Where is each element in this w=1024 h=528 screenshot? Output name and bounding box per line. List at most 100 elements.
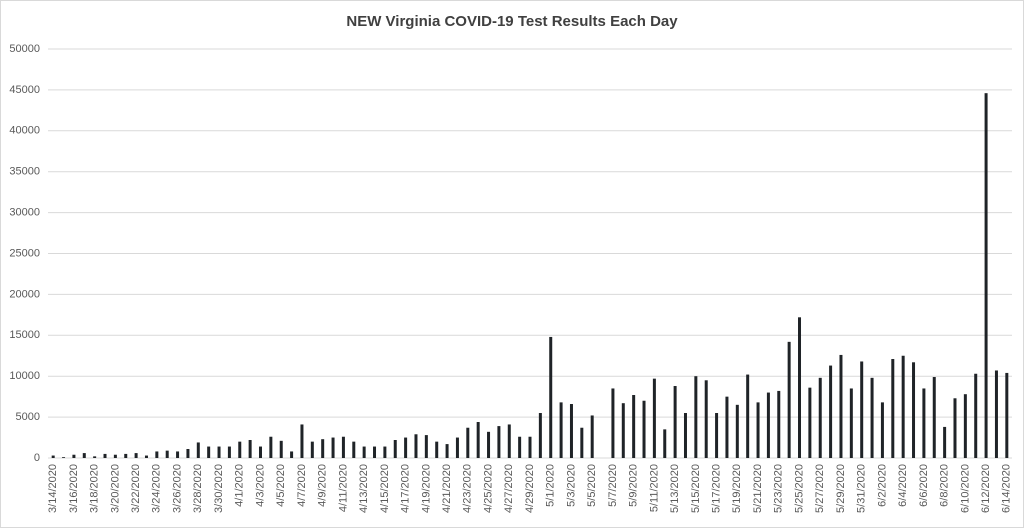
bar [912, 362, 916, 458]
bar [331, 437, 335, 458]
bar [683, 413, 687, 458]
bar [880, 402, 884, 458]
bar [818, 377, 822, 458]
x-tick-label: 4/27/2020 [503, 464, 515, 513]
bar [849, 388, 853, 458]
y-tick-label: 30000 [9, 207, 40, 219]
bar [476, 422, 480, 458]
x-tick-label: 4/5/2020 [275, 464, 287, 507]
bar [901, 355, 905, 458]
bar [310, 441, 314, 458]
y-tick-label: 0 [34, 452, 40, 464]
bar [51, 455, 55, 458]
bar [362, 446, 366, 458]
bar [611, 388, 615, 458]
bar [134, 453, 138, 458]
x-tick-label: 3/18/2020 [89, 464, 101, 513]
x-tick-label: 5/17/2020 [710, 464, 722, 513]
x-tick-label: 4/15/2020 [379, 464, 391, 513]
x-tick-label: 4/7/2020 [296, 464, 308, 507]
bar [497, 426, 501, 458]
bar [279, 440, 283, 458]
bar [404, 437, 408, 458]
x-tick-label: 4/17/2020 [400, 464, 412, 513]
bar [694, 376, 698, 458]
x-tick-label: 4/9/2020 [317, 464, 329, 507]
bar [196, 442, 200, 458]
bar [258, 446, 262, 458]
bar [891, 359, 895, 458]
x-tick-label: 4/1/2020 [234, 464, 246, 507]
bar [922, 388, 926, 458]
bar [518, 436, 522, 458]
x-tick-label: 5/1/2020 [545, 464, 557, 507]
x-tick-label: 4/13/2020 [358, 464, 370, 513]
bar [860, 361, 864, 458]
bar [766, 392, 770, 458]
x-tick-label: 5/13/2020 [669, 464, 681, 513]
bar [290, 451, 294, 458]
bar [383, 446, 387, 458]
y-tick-label: 10000 [9, 370, 40, 382]
x-tick-label: 3/28/2020 [192, 464, 204, 513]
bar [487, 431, 491, 458]
x-tick-label: 5/11/2020 [648, 464, 660, 512]
x-tick-label: 4/23/2020 [462, 464, 474, 513]
bar [994, 370, 998, 458]
bar [870, 377, 874, 458]
x-tick-label: 3/22/2020 [130, 464, 142, 513]
bar [144, 455, 148, 458]
bar [300, 424, 304, 458]
x-tick-label: 5/31/2020 [856, 464, 868, 513]
x-tick-label: 3/24/2020 [151, 464, 163, 513]
bar [715, 413, 719, 458]
bar [663, 429, 667, 458]
chart-title: NEW Virginia COVID-19 Test Results Each … [346, 13, 678, 30]
bar [725, 396, 729, 458]
x-tick-label: 6/12/2020 [980, 464, 992, 513]
bar [787, 341, 791, 458]
bar [393, 440, 397, 458]
x-tick-label: 6/2/2020 [876, 464, 888, 507]
bar [569, 404, 573, 458]
x-tick-label: 3/14/2020 [47, 464, 59, 513]
bar [953, 398, 957, 458]
x-tick-label: 5/15/2020 [690, 464, 702, 513]
bar [984, 93, 988, 458]
bar [62, 457, 66, 458]
y-tick-label: 50000 [9, 43, 40, 55]
bar [932, 377, 936, 458]
x-tick-label: 4/11/2020 [337, 464, 349, 512]
bar [445, 444, 449, 458]
x-tick-label: 4/29/2020 [524, 464, 536, 513]
x-tick-label: 3/30/2020 [213, 464, 225, 513]
y-tick-label: 25000 [9, 247, 40, 259]
bar [227, 446, 231, 458]
bar [528, 436, 532, 458]
x-tick-label: 6/8/2020 [939, 464, 951, 507]
bar [176, 451, 180, 458]
bar [943, 426, 947, 458]
x-tick-label: 5/25/2020 [793, 464, 805, 513]
x-tick-label: 3/26/2020 [171, 464, 183, 513]
y-tick-label: 45000 [9, 84, 40, 96]
bar [93, 456, 97, 458]
y-tick-label: 35000 [9, 166, 40, 178]
bar [248, 440, 252, 458]
y-tick-label: 5000 [16, 411, 40, 423]
bar [642, 400, 646, 458]
bar [756, 402, 760, 458]
bar [424, 435, 428, 458]
bar [507, 424, 511, 458]
x-tick-label: 6/4/2020 [897, 464, 909, 507]
bar [538, 413, 542, 458]
bar [72, 454, 76, 458]
x-tick-label: 5/5/2020 [586, 464, 598, 507]
bar [590, 415, 594, 458]
x-tick-label: 4/25/2020 [482, 464, 494, 513]
bar [466, 427, 470, 458]
x-tick-label: 5/9/2020 [628, 464, 640, 507]
bar [269, 436, 273, 458]
x-tick-label: 4/3/2020 [254, 464, 266, 507]
